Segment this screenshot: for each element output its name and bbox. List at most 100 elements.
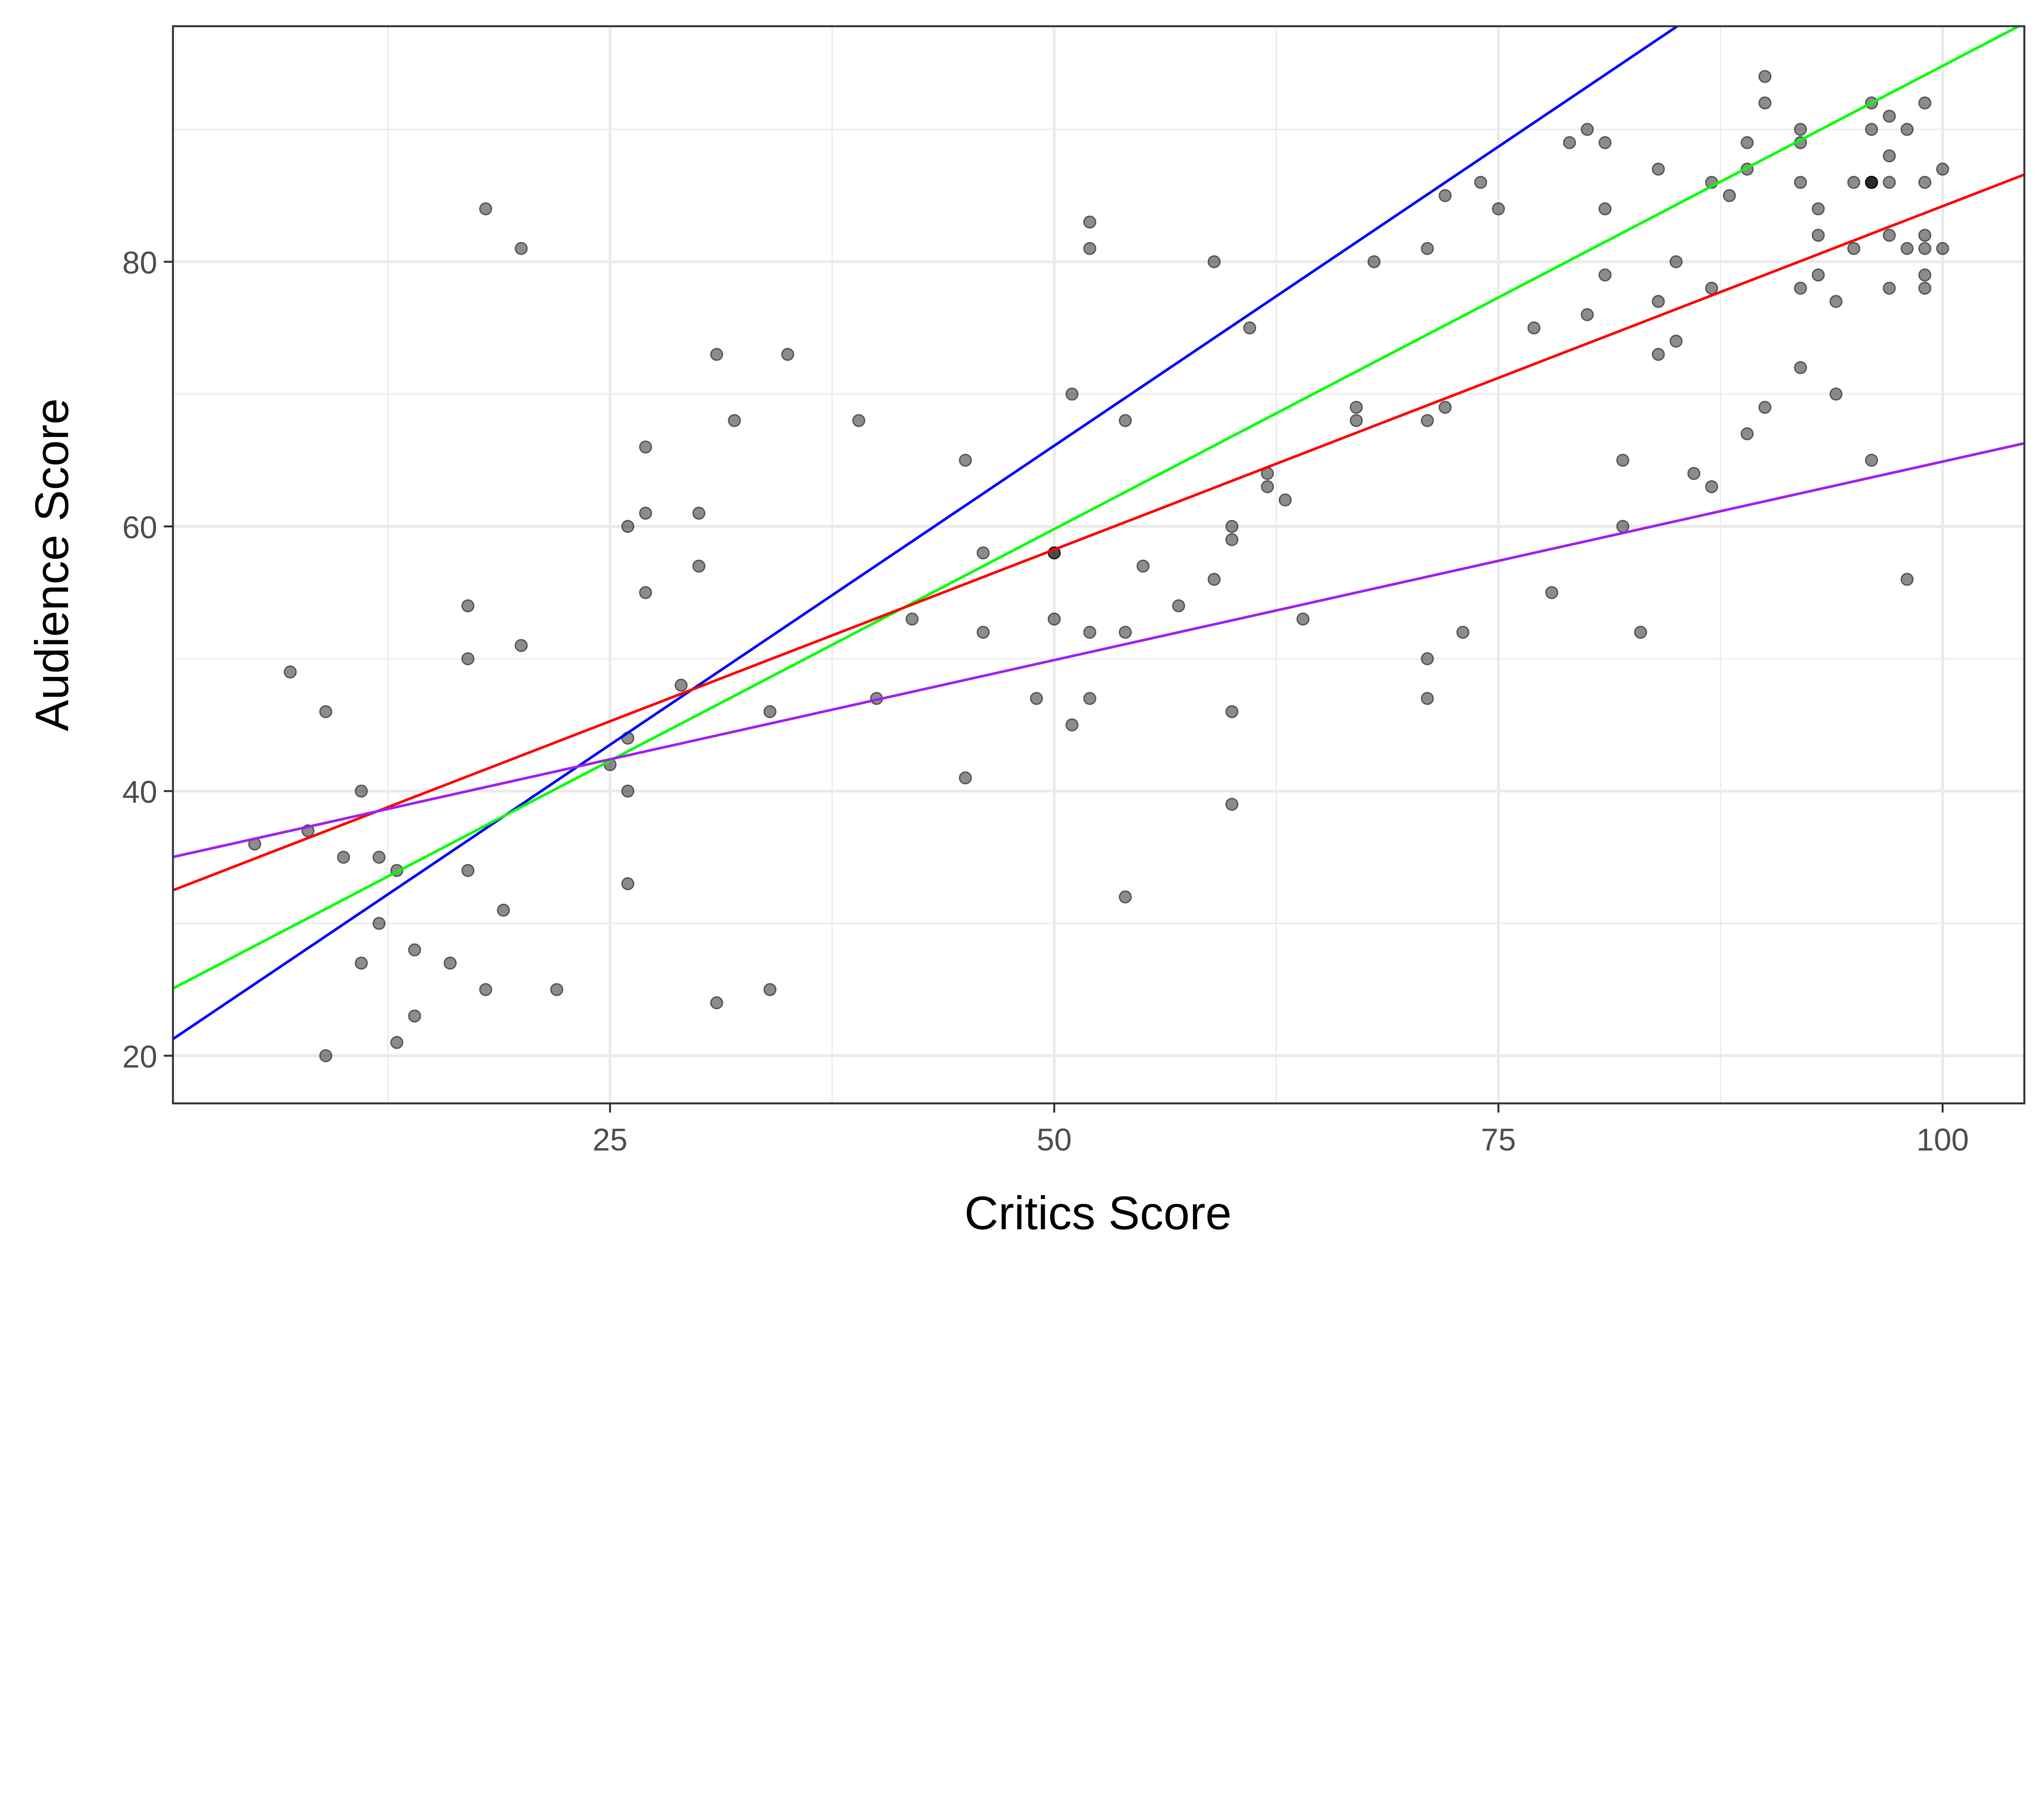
data-point <box>550 983 563 996</box>
regression-line-purple <box>173 442 2024 859</box>
x-tick-label: 25 <box>592 1122 628 1157</box>
data-point <box>621 520 634 533</box>
data-point <box>1918 175 1932 189</box>
data-point <box>444 956 457 970</box>
data-point <box>1439 401 1452 414</box>
data-point <box>1118 890 1132 904</box>
x-axis-title: Critics Score <box>964 1187 1232 1239</box>
data-point <box>1136 559 1150 573</box>
data-point <box>1918 281 1932 295</box>
data-point <box>1456 626 1470 639</box>
data-point <box>1580 308 1594 321</box>
data-point <box>1829 295 1843 308</box>
regression-lines <box>173 26 2024 1041</box>
data-point <box>1598 136 1612 149</box>
data-point <box>1918 242 1932 255</box>
x-tick-label: 100 <box>1916 1122 1969 1157</box>
data-point <box>1065 718 1079 732</box>
data-point <box>1758 401 1772 414</box>
data-point <box>1883 149 1896 163</box>
data-point <box>1225 533 1239 546</box>
data-point <box>319 1049 332 1063</box>
data-points <box>248 70 1950 1063</box>
x-axis-ticks: 25 50 75 100 <box>592 1103 1969 1157</box>
data-point <box>1740 427 1754 441</box>
plot-panel-background <box>173 26 2024 1104</box>
data-point <box>1421 692 1434 705</box>
data-point <box>728 414 741 427</box>
data-point <box>461 864 475 877</box>
data-point <box>497 904 510 917</box>
data-point <box>1847 242 1860 255</box>
y-tick-label: 80 <box>122 245 157 280</box>
data-point <box>1118 414 1132 427</box>
data-point <box>1563 136 1576 149</box>
y-axis-ticks: 20 40 60 80 <box>122 245 173 1074</box>
data-point <box>905 612 919 626</box>
data-point <box>959 771 972 785</box>
data-point <box>1083 215 1096 229</box>
data-point <box>390 1036 403 1049</box>
data-point <box>354 956 368 970</box>
data-point <box>1598 268 1612 282</box>
y-tick-label: 20 <box>122 1039 157 1074</box>
data-point <box>514 242 528 255</box>
data-point <box>1634 626 1647 639</box>
y-tick-label: 40 <box>122 775 157 810</box>
data-point <box>1225 520 1239 533</box>
data-point <box>1723 189 1736 202</box>
data-point <box>1652 348 1665 361</box>
data-point <box>1918 268 1932 282</box>
data-point <box>1083 626 1096 639</box>
data-point <box>1421 414 1434 427</box>
data-point <box>1580 123 1594 136</box>
data-point <box>1527 321 1541 335</box>
data-point <box>675 678 688 692</box>
data-point <box>1670 255 1683 269</box>
data-point <box>1847 175 1860 189</box>
data-point <box>1794 123 1807 136</box>
data-point <box>479 202 493 215</box>
data-point <box>1918 96 1932 110</box>
data-point <box>1030 692 1043 705</box>
data-point <box>1225 798 1239 811</box>
data-point <box>408 943 421 957</box>
data-point <box>461 599 475 612</box>
data-point <box>1598 202 1612 215</box>
data-point <box>408 1009 421 1023</box>
data-point <box>1811 202 1825 215</box>
data-point <box>1047 612 1061 626</box>
data-point <box>1065 387 1079 401</box>
regression-line-blue <box>173 26 1680 1041</box>
data-point <box>514 639 528 652</box>
data-point <box>283 665 297 679</box>
data-point <box>639 440 652 454</box>
data-point <box>1687 467 1701 480</box>
data-point <box>1207 255 1221 269</box>
data-point <box>1811 268 1825 282</box>
y-axis-title: Audience Score <box>26 398 78 731</box>
data-point <box>1172 599 1186 612</box>
data-point <box>1865 123 1878 136</box>
regression-line-green <box>173 26 2022 990</box>
data-point <box>479 983 493 996</box>
x-tick-label: 50 <box>1037 1122 1072 1157</box>
data-point <box>1901 242 1914 255</box>
data-point <box>781 348 794 361</box>
data-point <box>1705 480 1718 493</box>
regression-line-red <box>173 173 2024 892</box>
data-point <box>1794 175 1807 189</box>
data-point <box>1367 255 1381 269</box>
data-point <box>372 850 386 864</box>
data-point <box>1545 586 1558 599</box>
data-point <box>976 626 990 639</box>
data-point <box>1118 626 1132 639</box>
data-point <box>1474 175 1487 189</box>
data-point <box>1349 414 1363 427</box>
scatter-chart: 25 50 75 100 20 40 60 80 Critics Score Audienc… <box>26 25 2026 1239</box>
data-point <box>1936 242 1950 255</box>
data-point <box>1421 652 1434 666</box>
data-point <box>1901 572 1914 586</box>
data-point <box>621 784 634 798</box>
data-point <box>639 507 652 520</box>
